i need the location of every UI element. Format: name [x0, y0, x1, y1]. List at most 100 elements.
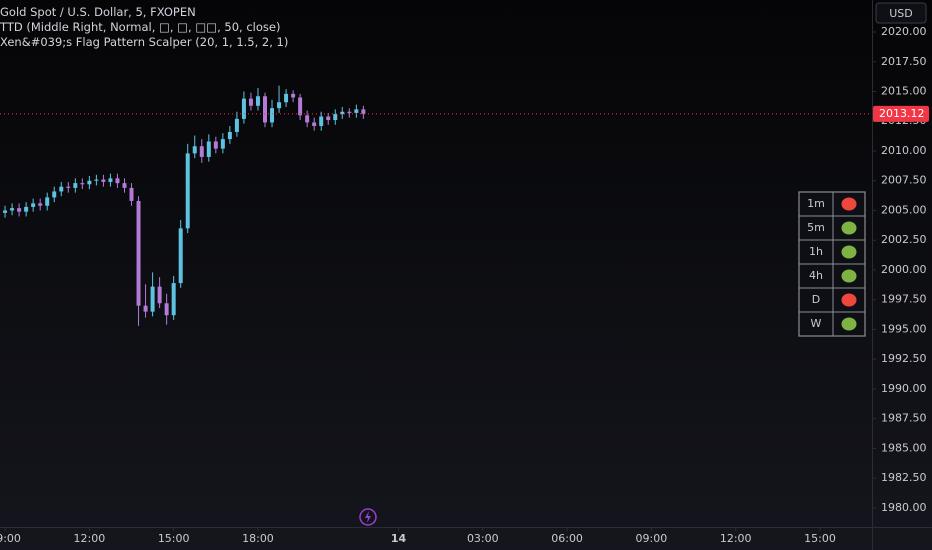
- candle-body: [94, 179, 99, 181]
- candle-body: [80, 183, 85, 185]
- candle-body: [298, 97, 303, 116]
- y-tick-label: 1990.00: [881, 382, 927, 395]
- candle-body: [277, 102, 282, 109]
- candle-body: [263, 96, 268, 123]
- timeframe-label: D: [812, 293, 820, 306]
- candle-body: [213, 141, 218, 149]
- candle-body: [115, 178, 120, 184]
- candle-body: [87, 180, 92, 185]
- y-tick-label: 1982.50: [881, 471, 927, 484]
- indicator-label: TTD (Middle Right, Normal, □, □, □□, 50,…: [0, 20, 280, 34]
- y-tick-label: 2010.00: [881, 144, 927, 157]
- candle-body: [10, 208, 15, 211]
- candle-body: [199, 146, 204, 157]
- candle-body: [38, 203, 43, 206]
- currency-button[interactable]: [875, 2, 927, 24]
- candle-body: [171, 283, 176, 316]
- candle-body: [255, 96, 260, 106]
- y-tick-label: 2005.00: [881, 203, 927, 216]
- currency-label: USD: [889, 7, 913, 20]
- timeframe-label: 1h: [809, 245, 823, 258]
- candle-body: [66, 186, 71, 188]
- candle-body: [241, 98, 246, 119]
- y-tick-label: 2000.00: [881, 263, 927, 276]
- candle-body: [326, 116, 331, 121]
- x-tick-label: 15:00: [804, 532, 836, 545]
- candle-body: [248, 98, 253, 106]
- trend-dot: [841, 221, 857, 235]
- candle-body: [284, 93, 289, 103]
- y-tick-label: 2015.00: [881, 85, 927, 98]
- trend-dot: [841, 269, 857, 283]
- y-tick-label: 2002.50: [881, 233, 927, 246]
- candle-body: [354, 109, 359, 113]
- timeframe-label: 1m: [807, 197, 825, 210]
- y-tick-label: 1980.00: [881, 501, 927, 514]
- candle-body: [291, 93, 296, 98]
- candle-body: [122, 183, 127, 188]
- candle-body: [333, 114, 338, 121]
- y-tick-label: 2007.50: [881, 174, 927, 187]
- candle-body: [270, 108, 275, 123]
- x-tick-label: 12:00: [74, 532, 106, 545]
- candle-body: [206, 141, 211, 157]
- candle-body: [340, 111, 345, 115]
- candle-body: [59, 186, 64, 192]
- y-tick-label: 1997.50: [881, 293, 927, 306]
- y-tick-label: 2020.00: [881, 25, 927, 38]
- chart-title: Gold Spot / U.S. Dollar, 5, FXOPEN: [0, 5, 196, 19]
- candle-body: [52, 191, 57, 198]
- candle-body: [319, 116, 324, 127]
- timeframe-label: 5m: [807, 221, 825, 234]
- y-tick-label: 1985.00: [881, 441, 927, 454]
- candle-body: [143, 305, 148, 312]
- y-tick-label: 1995.00: [881, 322, 927, 335]
- candle-body: [178, 228, 183, 284]
- candle-body: [101, 179, 106, 182]
- candle-body: [220, 139, 225, 149]
- candle-body: [234, 118, 239, 132]
- y-tick-label: 1987.50: [881, 412, 927, 425]
- timeframe-label: W: [811, 317, 822, 330]
- candle-body: [136, 200, 141, 306]
- candle-body: [164, 303, 169, 316]
- trend-dot: [841, 317, 857, 331]
- last-price-box: [873, 105, 929, 122]
- timeframe-label: 4h: [809, 269, 823, 282]
- candle-body: [157, 286, 162, 304]
- candle-body: [17, 208, 22, 212]
- trend-dot: [841, 197, 857, 211]
- candle-body: [312, 122, 317, 127]
- replay-icon[interactable]: [359, 508, 377, 526]
- candle-body: [347, 111, 352, 113]
- x-tick-label: 15:00: [158, 532, 190, 545]
- icon-ring: [359, 508, 377, 526]
- candle-body: [45, 197, 50, 206]
- y-tick-label: 2017.50: [881, 55, 927, 68]
- candle-body: [3, 210, 8, 213]
- x-tick-label: 18:00: [242, 532, 274, 545]
- trend-table: 1m 5m 1h 4h DW: [798, 191, 866, 337]
- last-price-label: 2013.12: [879, 107, 925, 120]
- candle-body: [361, 109, 366, 114]
- candle-body: [192, 146, 197, 154]
- candle-body: [185, 153, 190, 229]
- candle-body: [305, 115, 310, 123]
- x-tick-label: 12:00: [720, 532, 752, 545]
- candles: [3, 85, 366, 326]
- x-tick-label: 14: [391, 532, 407, 545]
- candle-body: [24, 206, 29, 212]
- trend-dot: [841, 293, 857, 307]
- candle-body: [150, 286, 155, 312]
- candle-body: [73, 183, 78, 188]
- x-tick-label: 03:00: [467, 532, 499, 545]
- candle-body: [129, 187, 134, 201]
- y-tick-label: 1992.50: [881, 352, 927, 365]
- x-tick-label: 09:00: [0, 532, 21, 545]
- trend-dot: [841, 245, 857, 259]
- x-tick-label: 09:00: [636, 532, 668, 545]
- indicator-label: Xen&#039;s Flag Pattern Scalper (20, 1, …: [0, 35, 288, 49]
